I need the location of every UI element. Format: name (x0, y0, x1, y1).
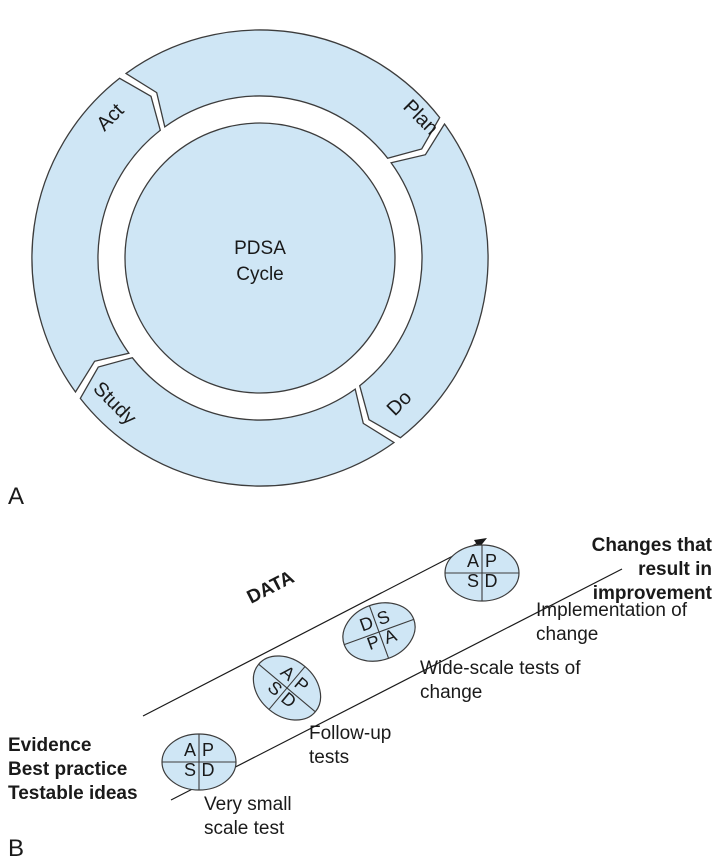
mini-cycle-cell: D (357, 612, 376, 635)
mini-cycle-cell: S (184, 760, 196, 780)
stage-3-line-2: change (420, 682, 482, 703)
stage-2-line-2: tests (309, 747, 349, 768)
mini-cycle-cell: P (485, 551, 497, 571)
stage-3-line-1: Wide-scale tests of (420, 658, 581, 679)
end-text-line-2: result in (638, 559, 712, 580)
segment-act (31, 77, 162, 394)
mini-cycle-cell: A (184, 740, 196, 760)
end-text-line-1: Changes that (592, 535, 713, 556)
stage-1-line-1: Very small (204, 794, 292, 815)
center-label-line-2: Cycle (236, 264, 284, 285)
start-text-line-3: Testable ideas (8, 783, 138, 804)
segment-plan (124, 29, 441, 160)
end-text-line-3: improvement (593, 583, 713, 604)
pdsa-ring (31, 29, 489, 487)
segment-study (79, 356, 396, 487)
center-label-line-1: PDSA (234, 238, 286, 259)
stage-4-line-2: change (536, 624, 598, 645)
segment-do (358, 122, 489, 439)
mini-cycle-divider (268, 666, 306, 710)
mini-cycle-cell: P (202, 740, 214, 760)
start-text-line-1: Evidence (8, 735, 91, 756)
data-arrow-upper (142, 541, 481, 717)
mini-cycle-cell: S (467, 571, 479, 591)
stage-4-line-1: Implementation of (536, 600, 688, 621)
start-text-line-2: Best practice (8, 759, 127, 780)
mini-cycle-cell: D (485, 571, 498, 591)
mini-cycle-cell: D (202, 760, 215, 780)
mini-cycle-divider (368, 605, 390, 659)
panel-b-label: B (8, 835, 24, 862)
data-label: DATA (244, 567, 298, 609)
baseline-lower (170, 568, 623, 801)
stage-1-line-2: scale test (204, 818, 285, 839)
panel-a-label: A (8, 483, 24, 510)
data-arrow-head (474, 538, 487, 548)
stage-2-line-1: Follow-up (309, 723, 391, 744)
center-circle (124, 122, 396, 394)
mini-cycle-cell: A (467, 551, 479, 571)
